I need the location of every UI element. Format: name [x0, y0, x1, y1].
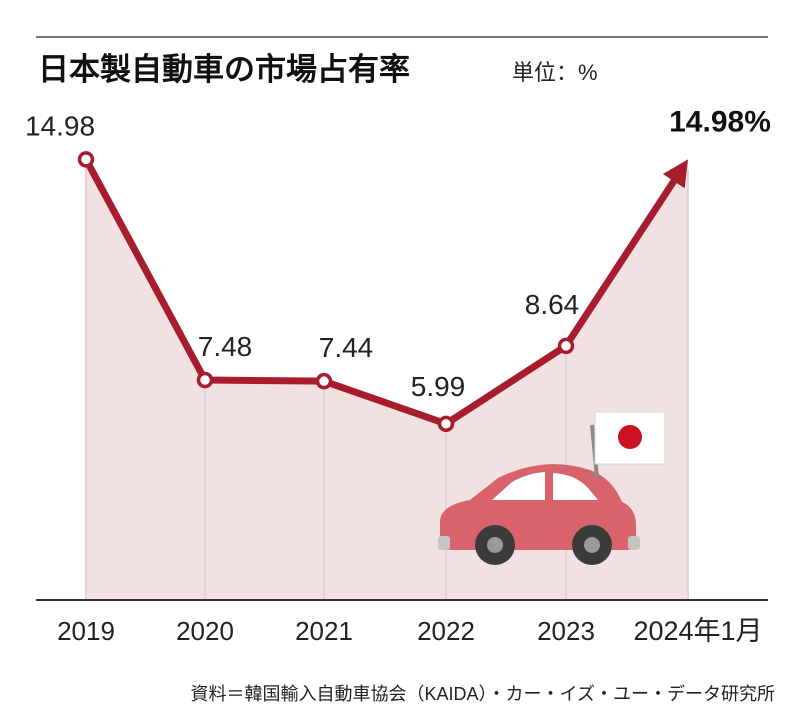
value-label: 5.99: [411, 371, 466, 402]
x-tick-label: 2020: [176, 616, 234, 646]
value-label: 7.48: [198, 331, 253, 362]
x-tick-label: 2024年1月: [633, 616, 762, 646]
x-tick-label: 2022: [417, 616, 475, 646]
value-label: 7.44: [319, 332, 374, 363]
value-label: 8.64: [525, 289, 580, 320]
value-label: 14.98: [25, 110, 95, 141]
x-tick-label: 2023: [537, 616, 595, 646]
series-line: [82, 155, 679, 428]
data-point: [315, 372, 333, 390]
data-point: [557, 337, 575, 355]
x-tick-label: 2021: [295, 616, 353, 646]
chart-title: 日本製自動車の市場占有率: [38, 52, 410, 88]
source-note: 資料＝韓国輸入自動車協会（KAIDA）・カー・イズ・ユー・データ研究所: [191, 684, 775, 704]
value-label: 14.98%: [669, 105, 771, 138]
data-point: [437, 415, 455, 433]
car-icon: [438, 464, 640, 565]
data-point: [77, 151, 95, 168]
unit-label: 単位：%: [512, 60, 598, 85]
trend-arrowhead: [662, 159, 688, 189]
data-point: [196, 371, 214, 389]
japan-flag-icon: [590, 411, 666, 479]
x-tick-label: 2019: [57, 616, 115, 646]
